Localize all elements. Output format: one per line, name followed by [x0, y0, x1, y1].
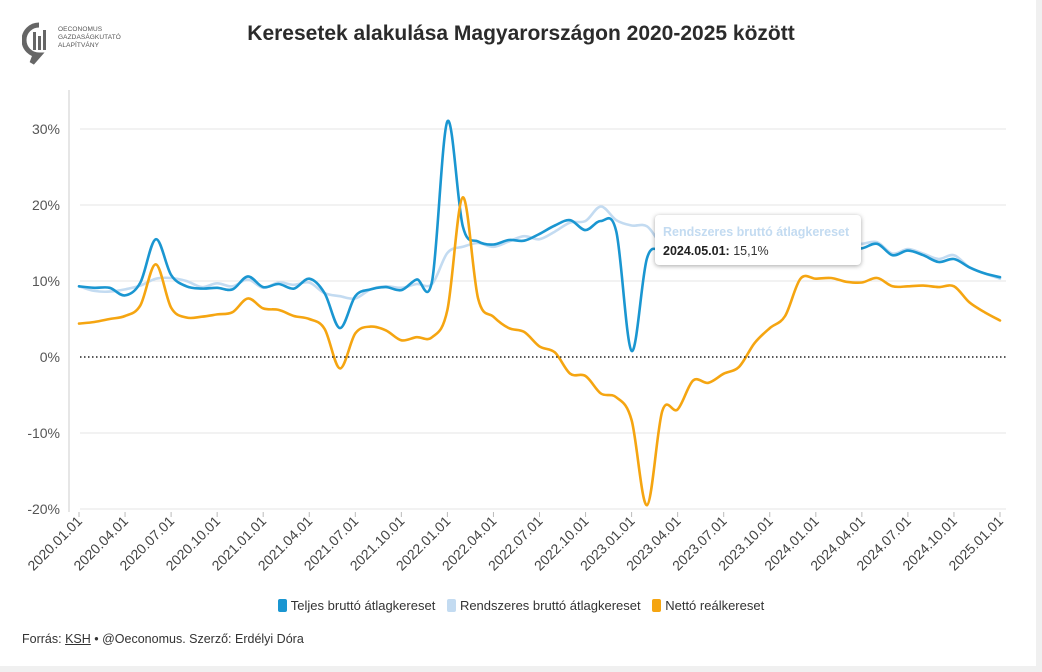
tooltip: Rendszeres bruttó átlagkereset 2024.05.0… — [655, 215, 861, 265]
source-link[interactable]: KSH — [65, 632, 91, 646]
legend-item-netto[interactable]: Nettó reálkereset — [652, 598, 764, 613]
footer-credits: • @Oeconomus. Szerző: Erdélyi Dóra — [94, 632, 304, 646]
x-axis-ticks: 2020.01.012020.04.012020.07.012020.10.01… — [24, 512, 1006, 574]
y-tick-label: 20% — [32, 197, 60, 213]
footer-prefix: Forrás: — [22, 632, 62, 646]
series-lines — [77, 119, 1002, 507]
tooltip-date: 2024.05.01: — [663, 244, 730, 258]
series-line-rendszeres[interactable] — [77, 205, 1002, 301]
y-axis-ticks: -20% -10% 0% 10% 20% 30% — [27, 121, 60, 517]
legend-item-teljes[interactable]: Teljes bruttó átlagkereset — [277, 598, 436, 613]
source-footer: Forrás: KSH • @Oeconomus. Szerző: Erdély… — [22, 632, 304, 646]
legend-item-rendszeres[interactable]: Rendszeres bruttó átlagkereset — [446, 598, 641, 613]
legend: Teljes bruttó átlagkereset Rendszeres br… — [0, 598, 1042, 613]
logo-mark-icon — [21, 22, 46, 65]
y-tick-label: 30% — [32, 121, 60, 137]
oeconomus-logo: OECONOMUS GAZDASÁGKUTATÓ ALAPÍTVÁNY — [21, 22, 132, 68]
logo-text: OECONOMUS GAZDASÁGKUTATÓ ALAPÍTVÁNY — [58, 26, 121, 49]
tooltip-value-line: 2024.05.01: 15,1% — [663, 244, 769, 258]
gridlines — [80, 128, 1006, 510]
y-tick-label: 0% — [40, 349, 60, 365]
series-line-teljes[interactable] — [77, 119, 1002, 353]
legend-label: Teljes bruttó átlagkereset — [290, 598, 436, 613]
legend-swatch — [446, 599, 456, 612]
series-line-netto[interactable] — [77, 196, 1002, 507]
y-tick-label: -10% — [27, 425, 60, 441]
legend-swatch — [652, 599, 662, 612]
tooltip-series-name: Rendszeres bruttó átlagkereset — [663, 225, 850, 239]
tooltip-value: 15,1% — [733, 244, 769, 258]
legend-label: Nettó reálkereset — [665, 598, 765, 613]
y-tick-label: 10% — [32, 273, 60, 289]
line-chart: -20% -10% 0% 10% 20% 30% 2020.01.012020.04.01… — [24, 90, 1006, 574]
y-tick-label: -20% — [27, 501, 60, 517]
legend-label: Rendszeres bruttó átlagkereset — [459, 598, 641, 613]
legend-swatch — [277, 599, 287, 612]
chart-title: Keresetek alakulása Magyarországon 2020-… — [247, 22, 795, 45]
